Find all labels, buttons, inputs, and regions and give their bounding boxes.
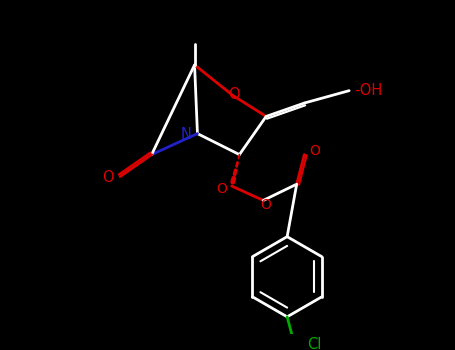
Text: O: O <box>309 144 320 158</box>
Text: O: O <box>228 87 239 102</box>
Text: O: O <box>260 198 271 212</box>
Text: N: N <box>181 127 192 142</box>
Text: Cl: Cl <box>308 337 322 350</box>
Text: O: O <box>102 170 113 185</box>
Text: O: O <box>216 182 227 196</box>
Text: -OH: -OH <box>354 83 382 98</box>
